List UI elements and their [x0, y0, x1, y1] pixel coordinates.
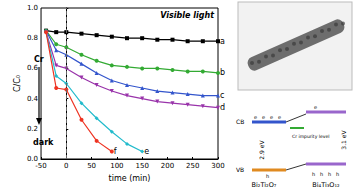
svg-text:e: e [278, 114, 281, 120]
svg-text:CB: CB [236, 118, 244, 125]
svg-text:a: a [220, 37, 225, 46]
svg-text:Cr: Cr [34, 55, 44, 64]
svg-text:50: 50 [87, 162, 96, 170]
svg-text:d: d [220, 103, 225, 112]
svg-text:Visible light: Visible light [160, 11, 215, 20]
svg-text:h: h [328, 171, 331, 177]
svg-text:h: h [312, 171, 315, 177]
svg-text:250: 250 [186, 162, 199, 170]
svg-text:1.0: 1.0 [27, 4, 38, 12]
svg-text:0.2: 0.2 [27, 125, 38, 133]
svg-text:300: 300 [211, 162, 224, 170]
svg-text:0.6: 0.6 [27, 64, 39, 72]
svg-text:3.1 eV: 3.1 eV [340, 129, 347, 149]
svg-text:dark: dark [33, 138, 54, 147]
svg-text:0.8: 0.8 [27, 34, 38, 42]
svg-text:C/C₀: C/C₀ [13, 75, 22, 92]
svg-text:e: e [254, 114, 257, 120]
svg-text:200: 200 [161, 162, 174, 170]
svg-text:e: e [314, 104, 317, 110]
svg-text:100: 100 [110, 162, 123, 170]
svg-text:e: e [144, 147, 149, 156]
svg-text:Cr impurity level: Cr impurity level [292, 134, 329, 139]
svg-text:c: c [220, 91, 224, 100]
svg-text:2.9 eV: 2.9 eV [258, 139, 265, 159]
svg-text:e: e [270, 114, 273, 120]
svg-text:time (min): time (min) [109, 174, 151, 183]
svg-text:h: h [336, 171, 339, 177]
svg-text:150: 150 [135, 162, 148, 170]
svg-text:f: f [114, 147, 117, 156]
svg-text:VB: VB [236, 166, 244, 173]
svg-text:-50: -50 [35, 162, 46, 170]
svg-text:e: e [262, 114, 265, 120]
svg-text:h: h [266, 173, 269, 179]
svg-text:Bi₂Ti₂O₇: Bi₂Ti₂O₇ [252, 181, 277, 189]
svg-text:0.0: 0.0 [26, 155, 38, 163]
svg-text:b: b [220, 68, 225, 77]
svg-text:0.4: 0.4 [27, 95, 39, 103]
svg-text:0: 0 [64, 162, 68, 170]
svg-text:Bi₄Ti₃O₁₂: Bi₄Ti₃O₁₂ [312, 181, 340, 189]
svg-text:h: h [320, 171, 323, 177]
